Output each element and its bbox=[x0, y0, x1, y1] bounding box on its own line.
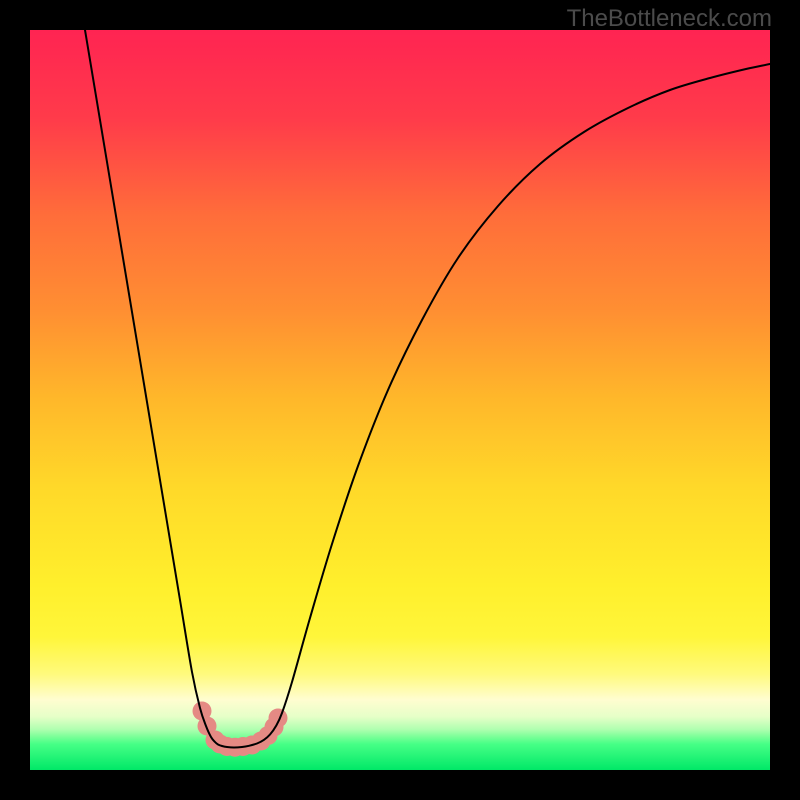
watermark-text: TheBottleneck.com bbox=[567, 5, 772, 33]
bottleneck-curve-chart bbox=[30, 30, 770, 770]
curve-marker bbox=[269, 709, 288, 728]
plot-area bbox=[30, 30, 770, 770]
bottleneck-curve bbox=[84, 30, 770, 748]
chart-frame: TheBottleneck.com bbox=[0, 0, 800, 800]
